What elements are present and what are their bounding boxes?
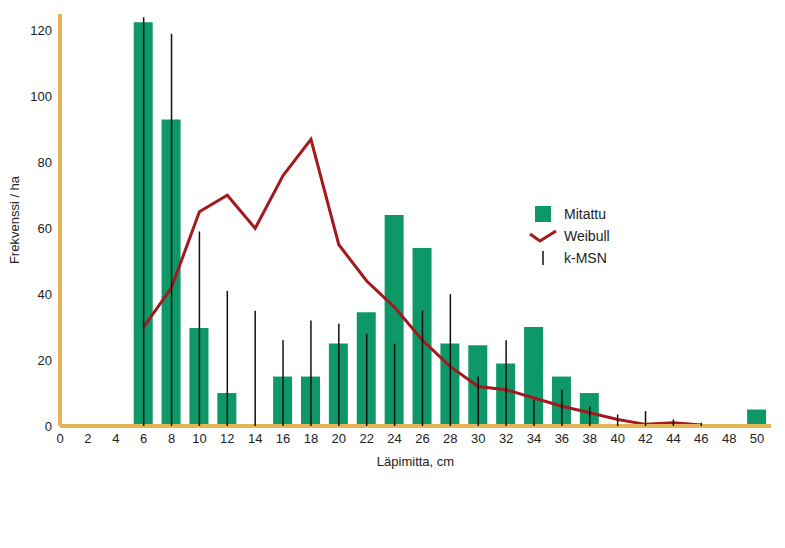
svg-text:24: 24 — [387, 431, 401, 446]
svg-text:30: 30 — [471, 431, 485, 446]
svg-text:40: 40 — [38, 287, 52, 302]
svg-text:22: 22 — [359, 431, 373, 446]
svg-text:40: 40 — [610, 431, 624, 446]
svg-text:120: 120 — [30, 23, 52, 38]
svg-text:20: 20 — [38, 353, 52, 368]
svg-text:12: 12 — [220, 431, 234, 446]
svg-text:18: 18 — [304, 431, 318, 446]
svg-text:46: 46 — [694, 431, 708, 446]
svg-text:34: 34 — [527, 431, 541, 446]
svg-text:14: 14 — [248, 431, 262, 446]
svg-text:2: 2 — [84, 431, 91, 446]
html-text:Weibull: Weibull — [564, 228, 610, 244]
svg-text:44: 44 — [666, 431, 680, 446]
svg-text:0: 0 — [56, 431, 63, 446]
html-text:k-MSN: k-MSN — [564, 250, 607, 266]
svg-text:6: 6 — [140, 431, 147, 446]
html-text:Mitattu: Mitattu — [564, 206, 606, 222]
svg-text:Frekvenssi / ha: Frekvenssi / ha — [8, 175, 22, 264]
svg-text:28: 28 — [443, 431, 457, 446]
svg-text:32: 32 — [499, 431, 513, 446]
svg-text:20: 20 — [332, 431, 346, 446]
svg-text:Läpimitta, cm: Läpimitta, cm — [377, 454, 454, 469]
svg-text:4: 4 — [112, 431, 119, 446]
svg-text:10: 10 — [192, 431, 206, 446]
svg-text:0: 0 — [45, 419, 52, 434]
svg-text:16: 16 — [276, 431, 290, 446]
svg-text:100: 100 — [30, 89, 52, 104]
svg-text:80: 80 — [38, 155, 52, 170]
svg-text:60: 60 — [38, 221, 52, 236]
svg-text:36: 36 — [555, 431, 569, 446]
svg-text:42: 42 — [638, 431, 652, 446]
svg-text:8: 8 — [168, 431, 175, 446]
svg-text:48: 48 — [722, 431, 736, 446]
svg-text:26: 26 — [415, 431, 429, 446]
svg-text:38: 38 — [583, 431, 597, 446]
svg-text:50: 50 — [750, 431, 764, 446]
